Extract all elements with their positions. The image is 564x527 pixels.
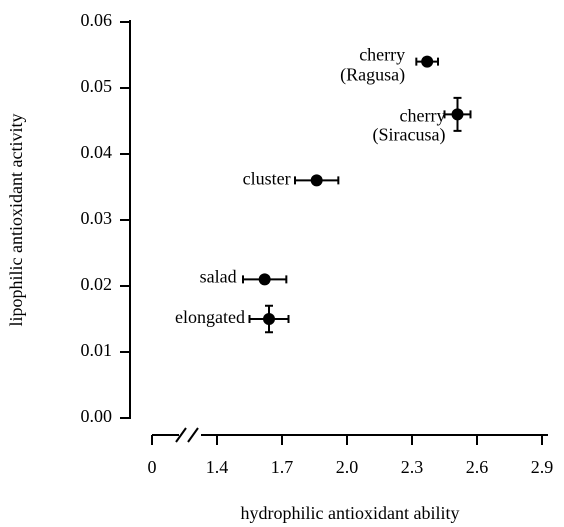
point-label: (Siracusa) xyxy=(373,125,446,146)
x-tick-label: 2.9 xyxy=(531,457,554,477)
x-tick-label: 0 xyxy=(148,457,157,477)
point-label: cherry xyxy=(359,45,405,65)
point xyxy=(421,55,434,68)
point-label: elongated xyxy=(175,307,245,327)
x-tick-label: 1.7 xyxy=(271,457,294,477)
y-tick-label: 0.03 xyxy=(81,208,113,228)
point xyxy=(263,313,275,325)
point-label: salad xyxy=(200,267,237,287)
y-tick-label: 0.02 xyxy=(81,274,113,294)
point-label: cherry xyxy=(400,106,446,126)
y-axis-title: lipophilic antioxidant activity xyxy=(6,114,26,327)
x-tick-label: 2.0 xyxy=(336,457,359,477)
y-tick-label: 0.05 xyxy=(81,76,113,96)
x-tick-label: 2.3 xyxy=(401,457,424,477)
y-tick-label: 0.00 xyxy=(81,406,113,426)
x-tick-label: 2.6 xyxy=(466,457,489,477)
x-tick-label: 1.4 xyxy=(206,457,229,477)
x-axis-title: hydrophilic antioxidant ability xyxy=(241,503,460,523)
point-label: cluster xyxy=(243,169,291,189)
y-tick-label: 0.06 xyxy=(81,10,113,30)
point-label: (Ragusa) xyxy=(340,65,405,86)
y-tick-label: 0.04 xyxy=(81,142,113,162)
axis-break xyxy=(175,427,199,443)
y-tick-label: 0.01 xyxy=(81,340,113,360)
point xyxy=(451,108,464,121)
point xyxy=(310,174,323,187)
point xyxy=(258,273,271,286)
